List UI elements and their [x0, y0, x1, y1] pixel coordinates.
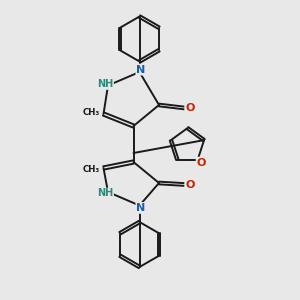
Text: NH: NH [97, 79, 113, 89]
Text: CH₃: CH₃ [82, 165, 100, 174]
Text: CH₃: CH₃ [82, 108, 100, 117]
Text: N: N [136, 203, 146, 213]
Text: NH: NH [97, 188, 113, 199]
Text: O: O [185, 179, 195, 190]
Text: N: N [136, 64, 146, 75]
Text: O: O [196, 158, 206, 168]
Text: O: O [185, 103, 195, 113]
